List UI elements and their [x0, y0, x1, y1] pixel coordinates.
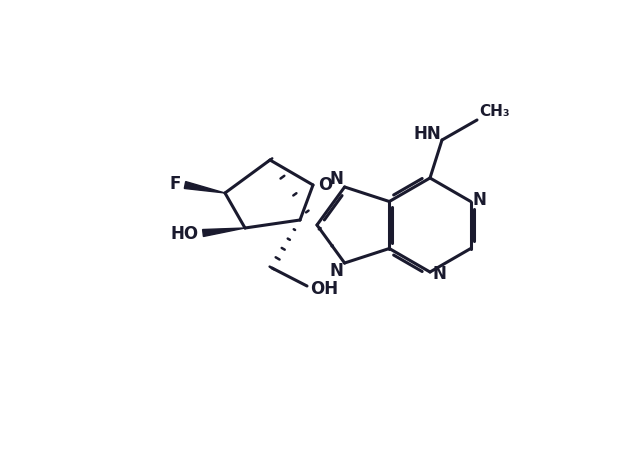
Text: CH₃: CH₃: [480, 103, 510, 118]
Text: HN: HN: [413, 125, 441, 143]
Text: N: N: [432, 265, 446, 283]
Text: F: F: [170, 175, 180, 193]
Text: O: O: [318, 176, 332, 194]
Text: N: N: [330, 170, 344, 188]
Polygon shape: [184, 181, 225, 193]
Text: N: N: [330, 262, 344, 280]
Text: OH: OH: [310, 280, 338, 298]
Polygon shape: [203, 228, 245, 236]
Text: HO: HO: [171, 225, 199, 243]
Text: N: N: [473, 190, 486, 209]
